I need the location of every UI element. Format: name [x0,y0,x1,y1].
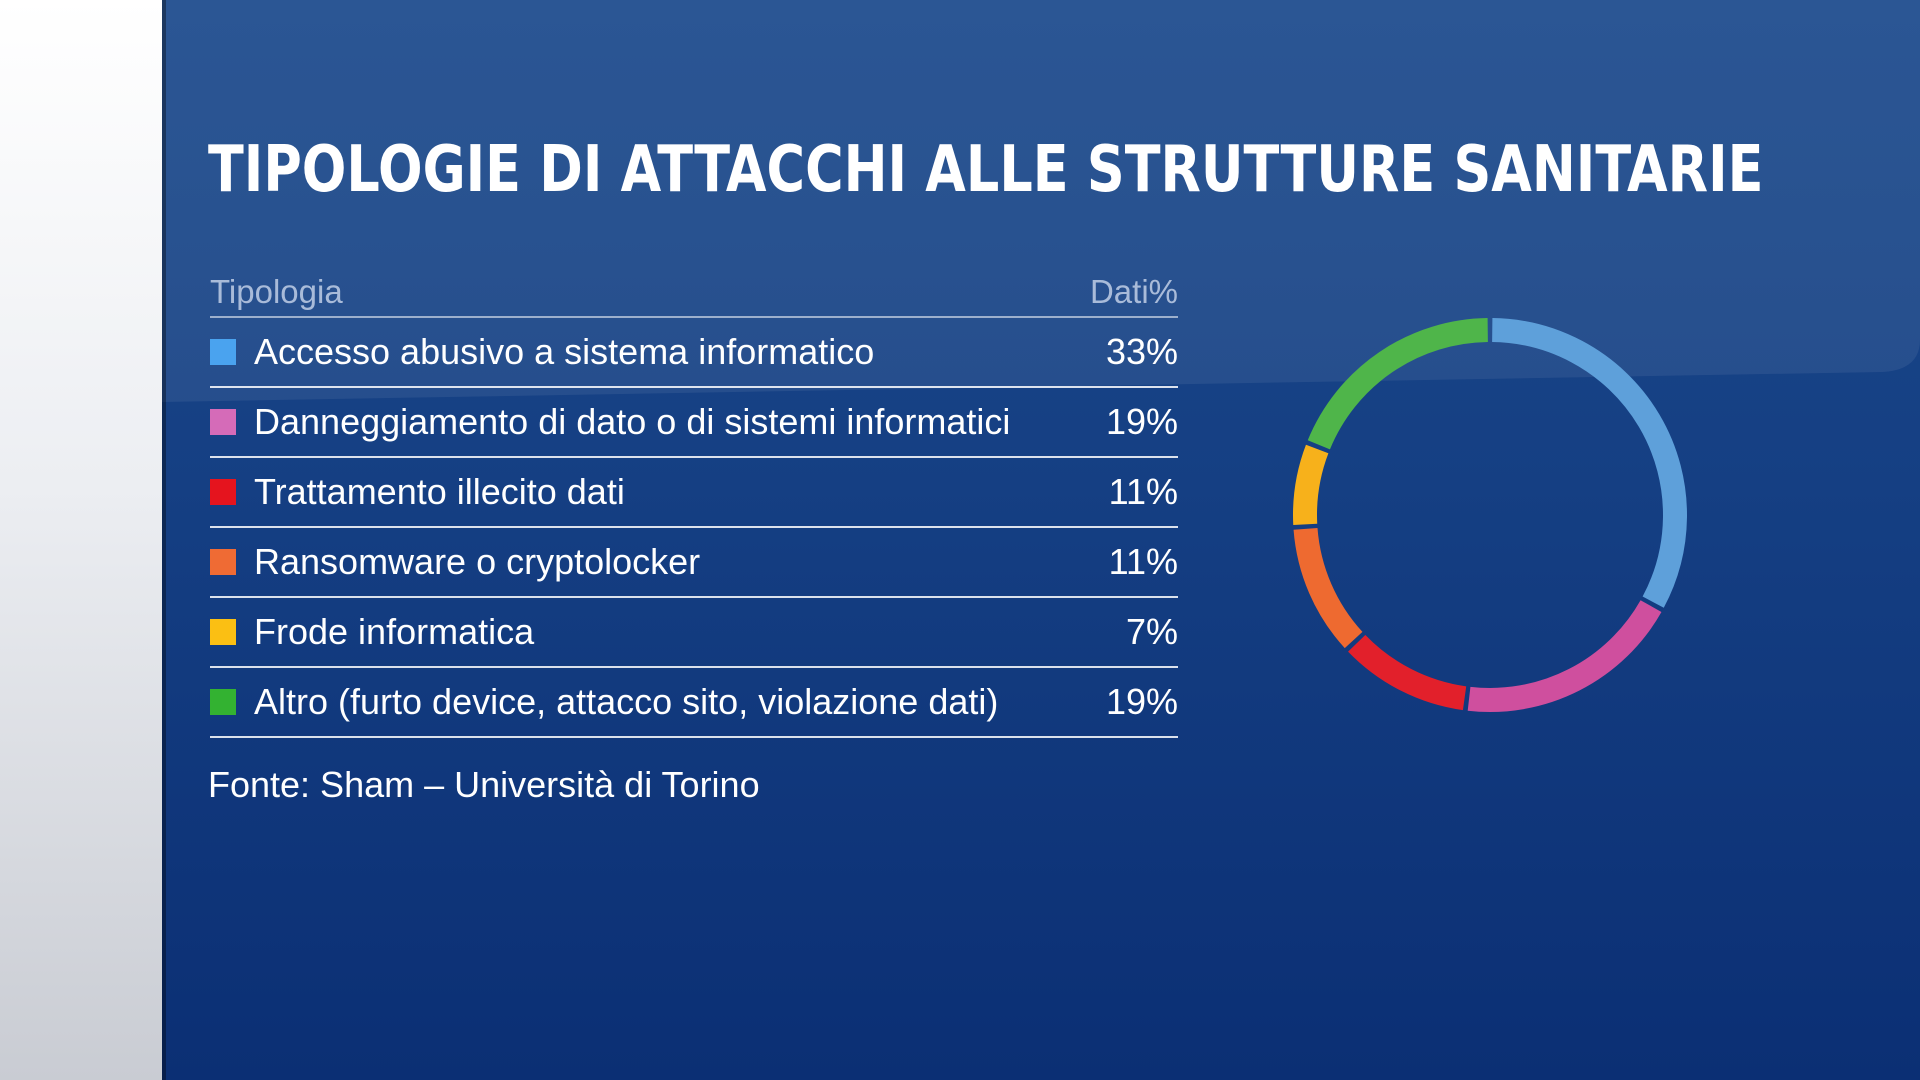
legend-swatch [210,549,236,575]
table-header: Tipologia Dati% [210,268,1178,318]
header-category: Tipologia [210,273,343,310]
table-body: Accesso abusivo a sistema informatico 33%… [210,318,1178,738]
donut-slice [1307,318,1489,450]
table-row: Danneggiamento di dato o di sistemi info… [210,388,1178,458]
page-title: TIPOLOGIE DI ATTACCHI ALLE STRUTTURE SAN… [208,133,1764,207]
row-value: 19% [1105,401,1178,442]
table-row: Ransomware o cryptolocker 11% [210,528,1178,598]
row-label: Trattamento illecito dati [254,471,625,512]
row-value: 33% [1105,331,1178,372]
source-note: Fonte: Sham – Università di Torino [208,764,760,805]
row-label: Danneggiamento di dato o di sistemi info… [254,401,1011,442]
row-label: Accesso abusivo a sistema informatico [254,331,875,372]
row-value: 11% [1108,471,1178,512]
row-label: Altro (furto device, attacco sito, viola… [254,681,999,722]
row-value: 19% [1105,681,1178,722]
donut-slice [1492,318,1687,608]
table-row: Altro (furto device, attacco sito, viola… [210,668,1178,738]
donut-slice [1293,527,1363,649]
legend-swatch [210,619,236,645]
left-strip [0,0,162,1080]
row-value: 11% [1108,541,1178,582]
panel-edge-shadow [162,0,166,1080]
header-value: Dati% [1089,273,1178,310]
donut-slice [1293,444,1329,525]
table-row: Accesso abusivo a sistema informatico 33% [210,318,1178,388]
legend-swatch [210,689,236,715]
row-label: Frode informatica [254,611,535,652]
data-table: Tipologia Dati% Accesso abusivo a sistem… [210,268,1178,738]
row-label: Ransomware o cryptolocker [254,541,701,582]
legend-swatch [210,409,236,435]
donut-chart [1293,318,1687,712]
table-row: Trattamento illecito dati 11% [210,458,1178,528]
donut-slice [1348,634,1467,711]
legend-swatch [210,479,236,505]
legend-swatch [210,339,236,365]
donut-slice [1467,600,1662,712]
table-row: Frode informatica 7% [210,598,1178,668]
row-value: 7% [1125,611,1178,652]
